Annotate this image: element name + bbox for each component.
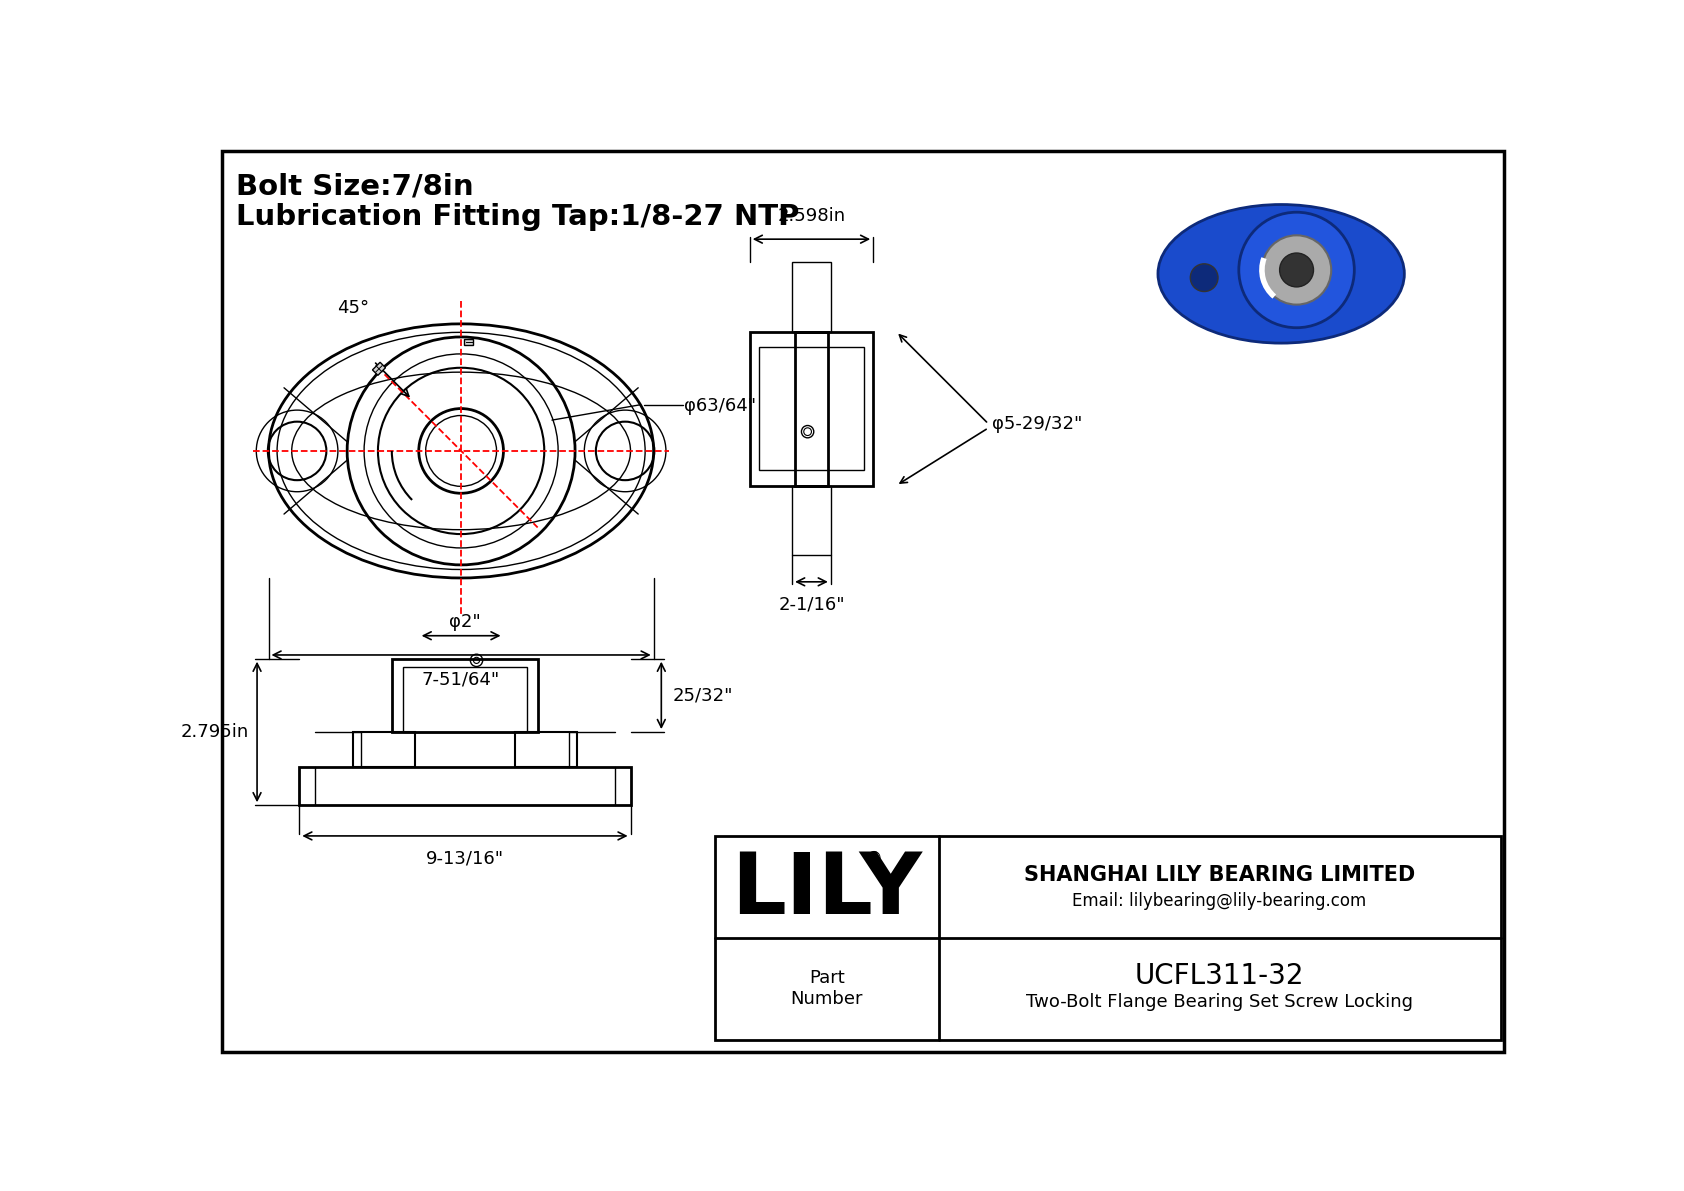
Text: Lubrication Fitting Tap:1/8-27 NTP: Lubrication Fitting Tap:1/8-27 NTP xyxy=(236,202,800,231)
Bar xyxy=(354,732,414,767)
Text: LILY: LILY xyxy=(731,849,923,933)
Text: 9-13/16": 9-13/16" xyxy=(426,850,504,868)
Text: Email: lilybearing@lily-bearing.com: Email: lilybearing@lily-bearing.com xyxy=(1073,892,1367,910)
Bar xyxy=(716,836,1500,1040)
Text: 7-51/64": 7-51/64" xyxy=(423,671,500,688)
Ellipse shape xyxy=(1159,205,1404,343)
Bar xyxy=(795,331,829,486)
Circle shape xyxy=(1261,236,1332,305)
Polygon shape xyxy=(372,362,386,375)
Text: 2.795in: 2.795in xyxy=(180,723,249,741)
Text: 2-1/16": 2-1/16" xyxy=(778,596,845,613)
Text: Part
Number: Part Number xyxy=(790,969,864,1008)
Text: φ5-29/32": φ5-29/32" xyxy=(992,414,1083,434)
Text: φ2": φ2" xyxy=(450,612,482,630)
Bar xyxy=(300,767,630,805)
Text: φ63/64": φ63/64" xyxy=(684,398,756,416)
Text: SHANGHAI LILY BEARING LIMITED: SHANGHAI LILY BEARING LIMITED xyxy=(1024,865,1415,885)
Bar xyxy=(791,262,830,331)
Text: Two-Bolt Flange Bearing Set Screw Locking: Two-Bolt Flange Bearing Set Screw Lockin… xyxy=(1026,993,1413,1011)
Text: 2.598in: 2.598in xyxy=(778,207,845,225)
Bar xyxy=(392,659,539,732)
Bar xyxy=(465,338,473,344)
Text: Bolt Size:7/8in: Bolt Size:7/8in xyxy=(236,173,473,200)
Text: ®: ® xyxy=(864,850,882,868)
Circle shape xyxy=(1191,264,1218,292)
Bar xyxy=(404,667,527,732)
Bar xyxy=(759,347,864,470)
Bar xyxy=(515,732,576,767)
Bar xyxy=(791,486,830,555)
Text: 45°: 45° xyxy=(337,299,369,318)
Circle shape xyxy=(1280,252,1314,287)
Text: 25/32": 25/32" xyxy=(674,686,733,704)
Text: UCFL311-32: UCFL311-32 xyxy=(1135,962,1305,990)
Circle shape xyxy=(1239,212,1354,328)
Bar xyxy=(749,331,872,486)
